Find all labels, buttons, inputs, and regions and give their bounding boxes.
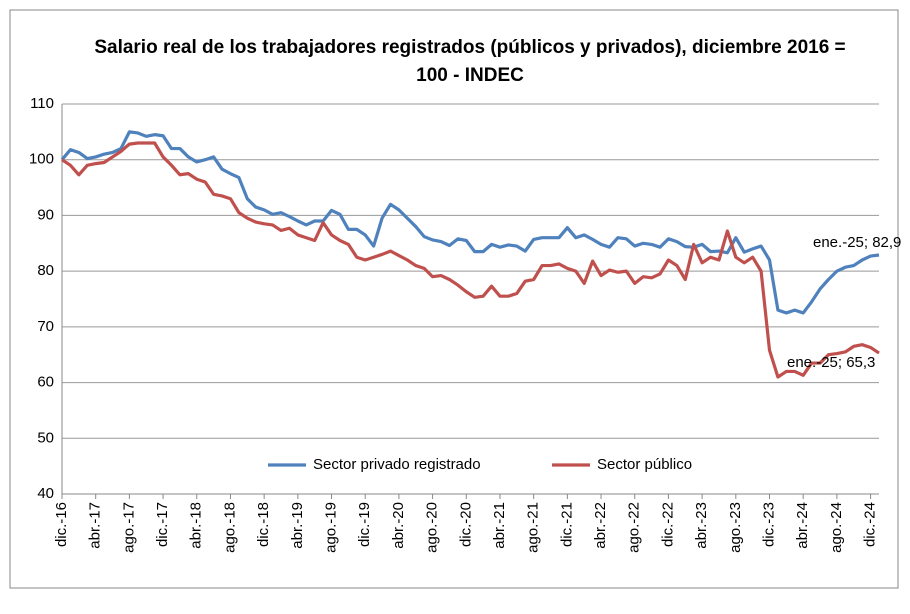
- y-tick-label: 90: [37, 206, 54, 223]
- x-tick-label: dic.-22: [659, 502, 676, 547]
- x-tick-label: dic.-20: [457, 502, 474, 547]
- series-line: [60, 130, 880, 315]
- x-tick-label: ago.-17: [120, 502, 137, 553]
- x-tick-label: dic.-21: [558, 502, 575, 547]
- x-tick-label: abr.-22: [592, 502, 609, 549]
- x-tick-label: ago.-18: [221, 502, 238, 553]
- annotation: ene.-25; 65,3: [787, 354, 875, 371]
- x-tick-label: abr.-23: [693, 502, 710, 549]
- legend-label: Sector público: [597, 456, 692, 473]
- x-tick-label: ago.-21: [525, 502, 542, 553]
- x-tick-label: abr.-18: [188, 502, 205, 549]
- chart-frame: [9, 9, 899, 589]
- y-tick-label: 100: [29, 151, 54, 168]
- y-tick-label: 110: [30, 95, 54, 112]
- y-tick-label: 60: [37, 374, 54, 391]
- x-tick-label: dic.-24: [862, 502, 879, 547]
- x-tick-label: ago.-23: [727, 502, 744, 553]
- x-tick-label: dic.-17: [154, 502, 171, 547]
- x-tick-label: dic.-23: [760, 502, 777, 547]
- x-tick-label: ago.-22: [626, 502, 643, 553]
- x-tick-label: ago.-24: [828, 502, 845, 553]
- annotation: ene.-25; 82,9: [813, 234, 901, 251]
- y-tick-label: 80: [37, 262, 54, 279]
- series-line: [61, 141, 880, 379]
- chart-subtitle: 100 - INDEC: [416, 65, 524, 86]
- x-tick-label: abr.-19: [289, 502, 306, 549]
- x-tick-label: abr.-21: [491, 502, 508, 549]
- x-tick-label: ago.-20: [424, 502, 441, 553]
- x-tick-label: dic.-19: [356, 502, 373, 547]
- y-tick-label: 40: [37, 485, 54, 502]
- x-tick-label: ago.-19: [322, 502, 339, 553]
- x-tick-label: dic.-16: [53, 502, 70, 547]
- chart-title: Salario real de los trabajadores registr…: [94, 37, 845, 58]
- x-tick-label: abr.-24: [794, 502, 811, 549]
- x-tick-label: dic.-18: [255, 502, 272, 547]
- x-tick-label: abr.-20: [390, 502, 407, 549]
- y-tick-label: 50: [37, 429, 54, 446]
- y-tick-label: 70: [37, 318, 54, 335]
- x-tick-label: abr.-17: [87, 502, 104, 549]
- legend-label: Sector privado registrado: [313, 456, 481, 473]
